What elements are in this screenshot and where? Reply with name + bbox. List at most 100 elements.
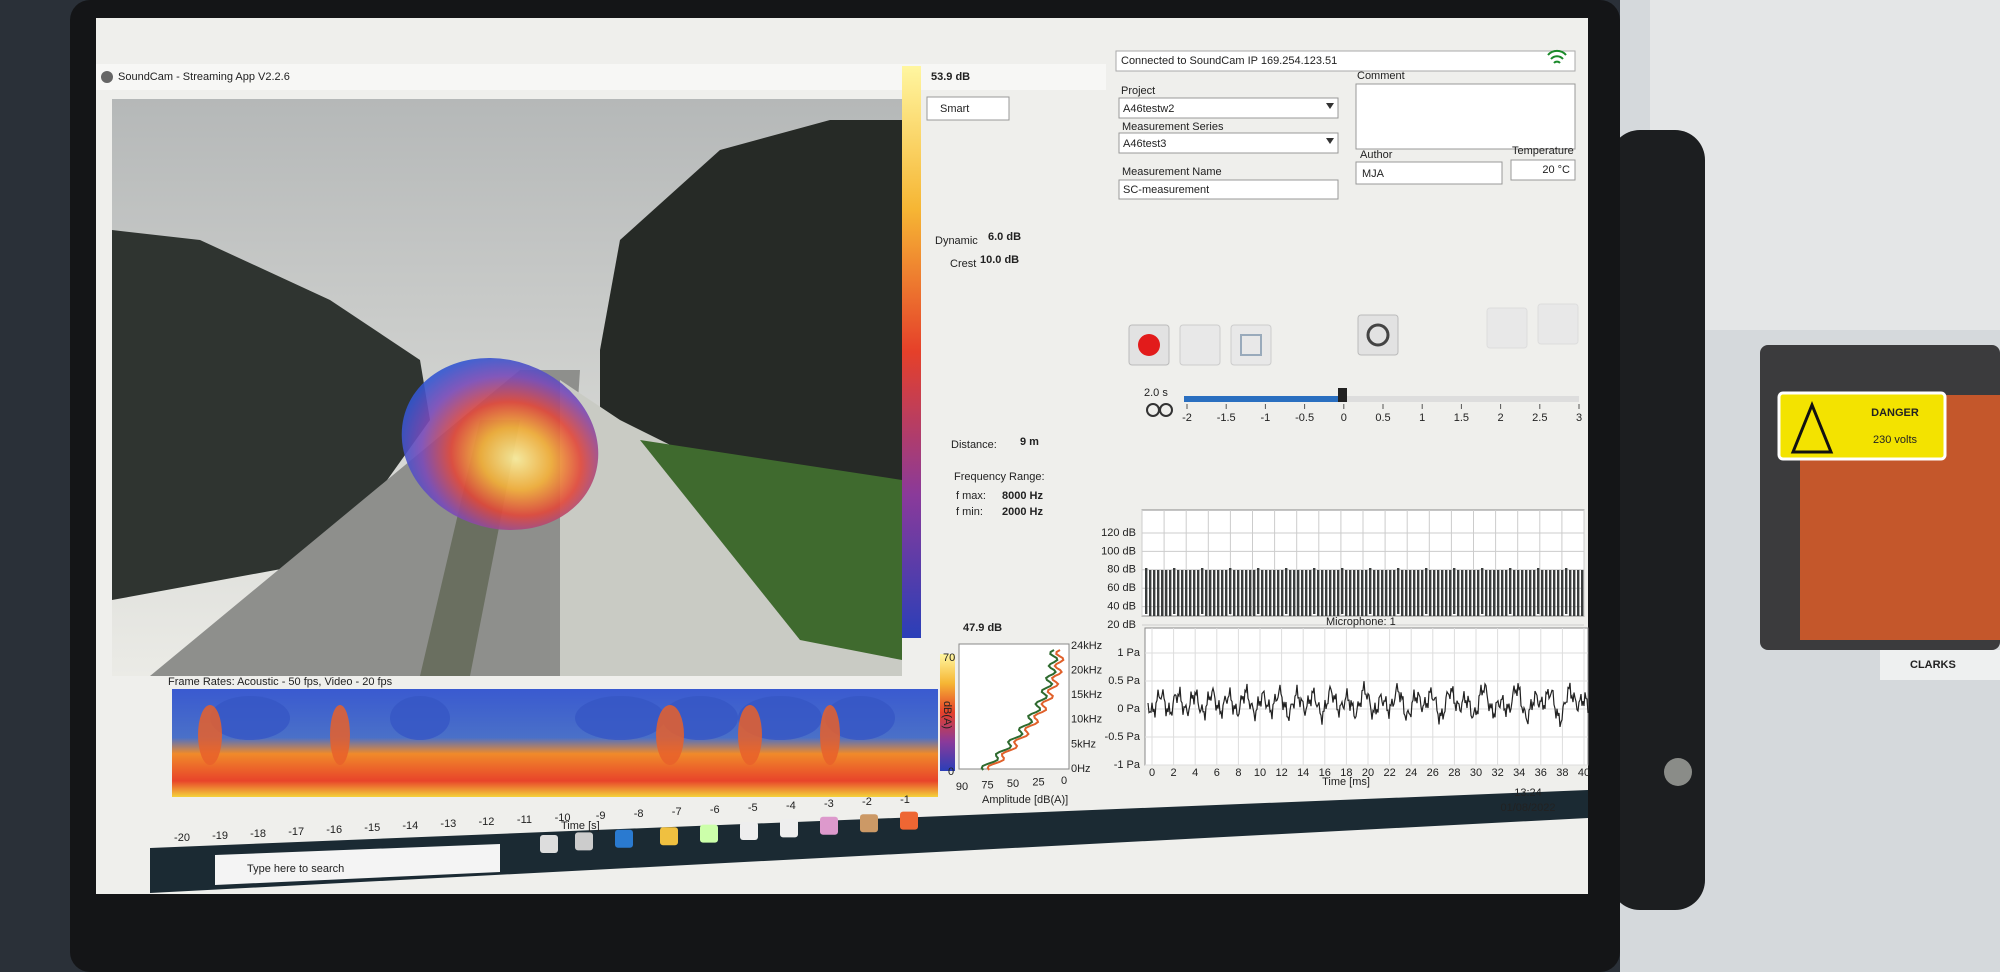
series-label: Measurement Series [1122,121,1224,133]
taskbar-icon[interactable] [660,827,678,846]
spectrogram-x-tick-label: -11 [517,814,532,826]
spectrum-x-tick-label: 0 [1061,775,1067,787]
level-bar [1357,570,1360,616]
level-bar [1401,570,1404,616]
record-icon [1138,334,1160,356]
waveform-x-tick-label: 14 [1297,767,1309,779]
level-bar [1221,570,1224,616]
spectrum-y-tick-label: 15kHz [1071,689,1102,701]
waveform-x-tick-label: 24 [1405,767,1417,779]
save-icon [1240,334,1262,356]
name-field[interactable] [1118,179,1339,200]
mount-bracket [1610,130,1705,910]
level-bar [1213,570,1216,616]
level-y-tick-label: 80 dB [1107,564,1136,576]
taskbar-icon[interactable] [575,832,593,851]
settings-button[interactable] [1357,314,1399,356]
comment-label: Comment [1357,70,1405,82]
search-box[interactable] [215,844,500,885]
level-bar [1269,570,1272,616]
waveform-x-tick-label: 20 [1362,767,1374,779]
name-label: Measurement Name [1122,166,1222,178]
level-bar [1189,570,1192,616]
level-bar [1377,570,1380,616]
dropdown-arrow[interactable] [1326,103,1334,109]
taskbar-icon[interactable] [540,835,558,853]
clock-time: 13:24 [1514,787,1542,799]
taskbar-icon[interactable] [860,814,878,833]
level-bar [1305,570,1308,616]
project-combobox[interactable] [1118,97,1339,119]
series-value: A46test3 [1123,138,1166,150]
comment-field[interactable] [1355,83,1576,150]
level-bar [1225,570,1228,616]
verge [640,440,902,660]
level-bar [1437,570,1440,616]
spectrogram-blob [575,696,665,740]
level-bar [1293,570,1296,616]
taskbar-icon[interactable] [700,824,718,843]
waveform-x-tick-label: 28 [1448,767,1460,779]
level-bar [1429,570,1432,616]
sign-text: 230 volts [1873,434,1918,446]
level-bar [1457,570,1460,616]
slider-tick-label: -1 [1261,412,1271,424]
spectrum-trace [986,649,1065,771]
spectrum-y-tick-label: 10kHz [1071,714,1102,726]
slider-handle[interactable] [1338,388,1347,402]
dropdown-arrow[interactable] [1326,138,1334,144]
taskbar-icon[interactable] [780,819,798,838]
trigger-button[interactable] [1179,324,1221,366]
author-field[interactable] [1355,161,1503,185]
level-bar [1553,570,1556,616]
light-button[interactable] [1537,303,1579,345]
mute-button[interactable] [1486,307,1528,349]
level-bar [1281,570,1284,616]
level-bar [1349,570,1352,616]
level-bar [1545,570,1548,616]
mode-box[interactable] [926,96,1010,121]
waveform-trace [1147,681,1589,728]
author-value: MJA [1362,168,1385,180]
waveform-x-tick-label: 12 [1275,767,1287,779]
level-bar [1525,570,1528,616]
frame-rates: Frame Rates: Acoustic - 50 fps, Video - … [168,676,393,688]
save-button[interactable] [1230,324,1272,366]
spectrogram-x-tick-label: -14 [402,820,418,832]
connection-status: Connected to SoundCam IP 169.254.123.51 [1121,55,1337,67]
waveform-y-tick-label: -0.5 Pa [1105,731,1141,743]
temperature-value: 20 °C [1542,164,1570,176]
level-bar [1581,570,1584,616]
level-bar [1485,570,1488,616]
slider-track[interactable] [1184,396,1579,402]
slider-tick-label: -1.5 [1217,412,1236,424]
temperature-field[interactable] [1510,159,1576,181]
level-bar [1469,570,1472,616]
level-bar [1573,570,1576,616]
taskbar-icon[interactable] [740,822,758,840]
waveform-x-tick-label: 26 [1427,767,1439,779]
level-bar [1489,570,1492,616]
spectrum-y-tick-label: 5kHz [1071,738,1096,750]
series-combobox[interactable] [1118,132,1339,154]
level-bar [1565,568,1568,614]
sign-title: DANGER [1871,407,1919,419]
taskbar-icon[interactable] [820,816,838,835]
van-label: CLARKS [1910,659,1956,671]
waveform-y-tick-label: -1 Pa [1114,759,1141,771]
taskbar-icon[interactable] [615,829,633,848]
level-bar [1241,570,1244,616]
temperature-label: Temperature [1512,145,1574,157]
level-bar [1397,568,1400,614]
waveform-x-tick-label: 6 [1214,767,1220,779]
level-bar [1249,570,1252,616]
level-bar [1313,568,1316,614]
spectrogram-x-tick-label: -10 [555,812,571,824]
level-bar [1529,570,1532,616]
level-bar [1433,570,1436,616]
spectrogram-x-tick-label: -13 [440,818,456,830]
taskbar [150,790,1588,893]
danger-icon [1790,400,1834,454]
taskbar-icon[interactable] [900,811,918,830]
author-label: Author [1360,149,1393,161]
